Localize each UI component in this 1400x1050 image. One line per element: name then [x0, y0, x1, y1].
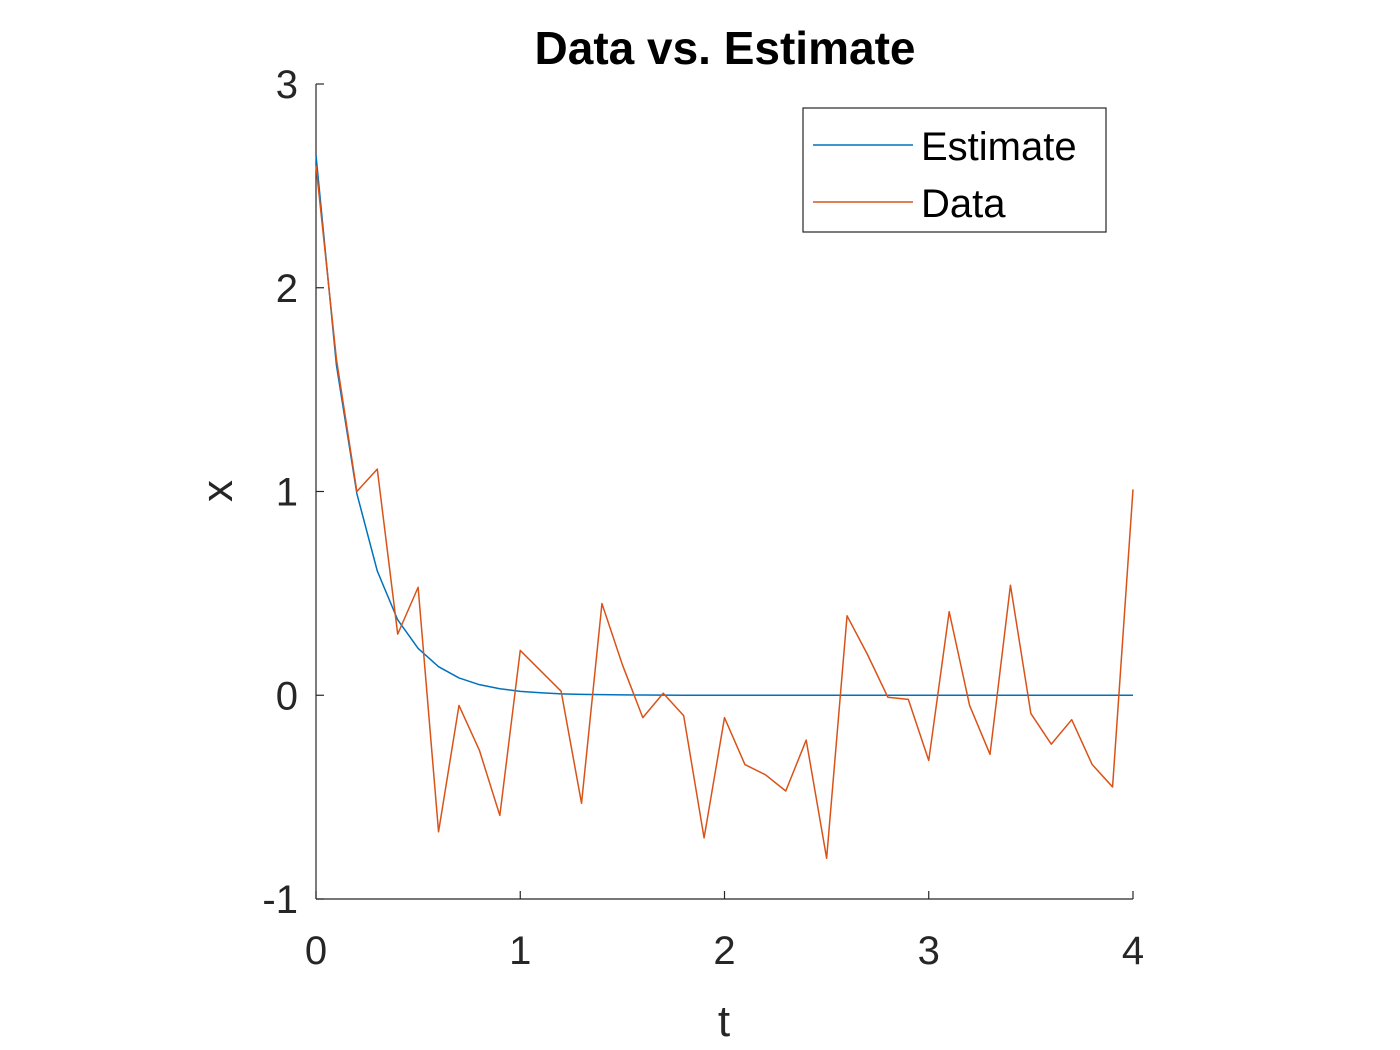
legend-label-estimate: Estimate — [921, 125, 1077, 169]
x-tick-label: 2 — [713, 929, 735, 973]
x-tick-label: 3 — [918, 929, 940, 973]
legend: Estimate Data — [802, 107, 1107, 233]
x-tick-label: 1 — [509, 929, 531, 973]
series-line-data — [315, 165, 1134, 859]
y-tick-label: 3 — [276, 63, 298, 107]
y-axis-label: x — [193, 480, 242, 502]
x-tick-label: 4 — [1122, 929, 1144, 973]
legend-label-data: Data — [921, 182, 1006, 226]
chart-title: Data vs. Estimate — [535, 22, 916, 74]
series-layer — [315, 155, 1134, 859]
series-line-estimate — [315, 155, 1133, 696]
legend-box — [802, 107, 1107, 233]
x-axis-label: t — [718, 997, 730, 1046]
y-tick-label: 2 — [276, 267, 298, 311]
y-tick-label: 1 — [276, 471, 298, 515]
y-tick-label: -1 — [262, 878, 298, 922]
x-tick-label: 0 — [305, 929, 327, 973]
y-tick-label: 0 — [276, 674, 298, 718]
